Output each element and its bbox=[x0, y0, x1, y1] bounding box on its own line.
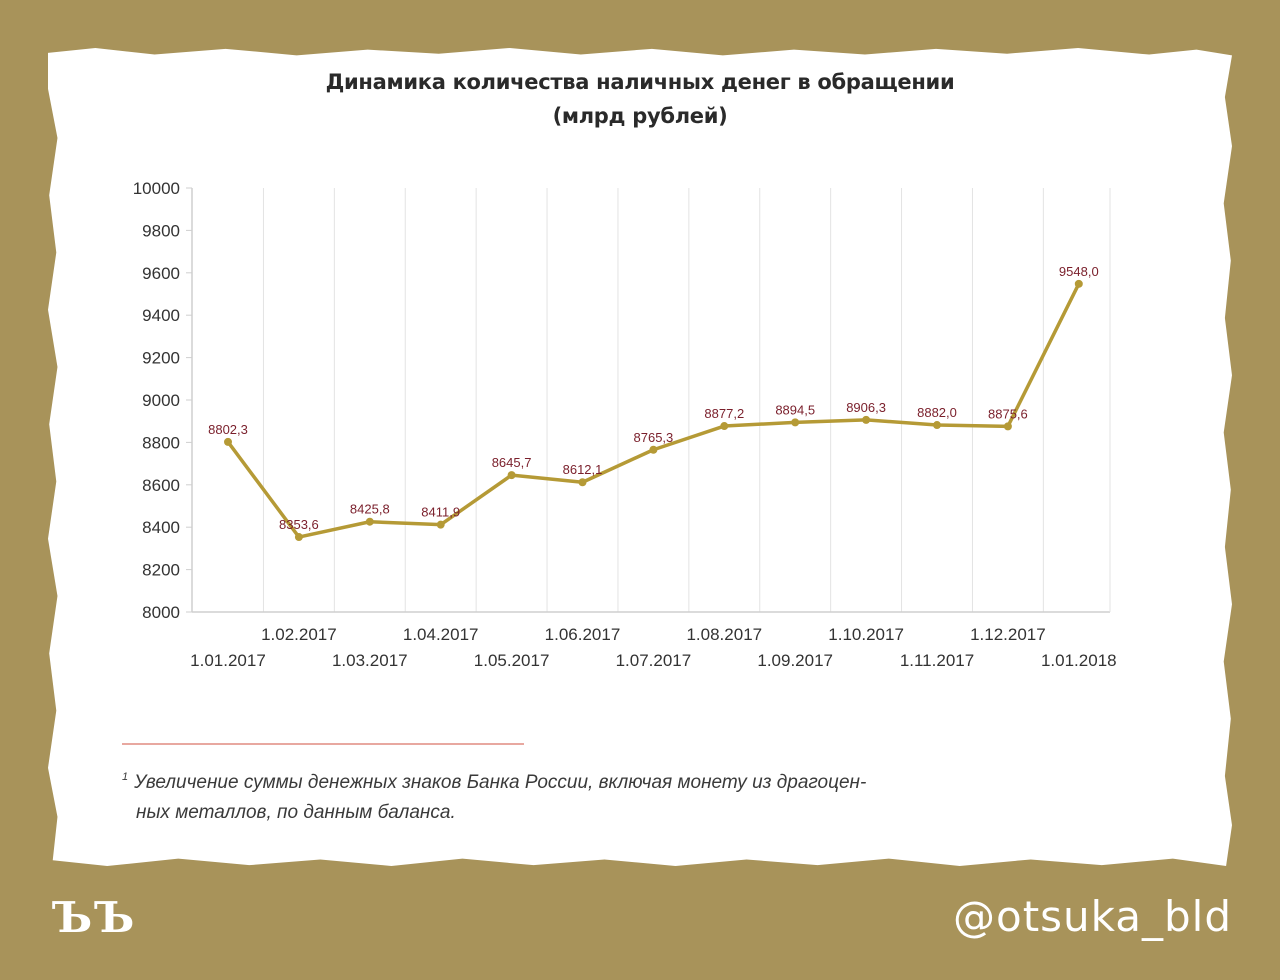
y-tick-label: 9200 bbox=[142, 349, 180, 368]
x-tick-label: 1.11.2017 bbox=[900, 651, 974, 670]
y-tick-label: 9400 bbox=[142, 306, 180, 325]
y-tick-label: 8800 bbox=[142, 433, 180, 452]
line-chart: 8000 8200 8400 8600 8800 9000 9200 9400 9600 9800… bbox=[133, 179, 1117, 670]
data-label: 8645,7 bbox=[492, 455, 532, 470]
x-tick-label: 1.01.2017 bbox=[190, 651, 266, 670]
chart-title: Динамика количества наличных денег в обр… bbox=[325, 70, 955, 94]
footnote-rule bbox=[122, 743, 524, 745]
data-label: 8612,1 bbox=[563, 462, 603, 477]
y-tick-label: 9600 bbox=[142, 264, 180, 283]
data-point bbox=[365, 517, 374, 526]
data-point bbox=[578, 478, 587, 487]
data-label: 8875,6 bbox=[988, 406, 1028, 421]
data-point bbox=[294, 533, 303, 542]
y-tick-label: 10000 bbox=[133, 179, 180, 198]
x-tick-label: 1.10.2017 bbox=[828, 625, 904, 644]
data-label: 8802,3 bbox=[208, 422, 248, 437]
footnote-line-1: Увеличение суммы денежных знаков Банка Р… bbox=[134, 772, 867, 793]
data-point bbox=[862, 415, 871, 424]
x-tick-label: 1.03.2017 bbox=[332, 651, 408, 670]
data-label: 8882,0 bbox=[917, 405, 957, 420]
data-labels: 8802,3 8353,6 8425,8 8411,9 8645,7 8612,1 8765… bbox=[208, 264, 1099, 532]
x-tick-label: 1.07.2017 bbox=[616, 651, 692, 670]
chart-grid bbox=[262, 188, 1044, 612]
y-axis-ticks: 8000 8200 8400 8600 8800 9000 9200 9400 9600 9800… bbox=[133, 179, 192, 622]
footnote-line-2: ных металлов, по данным баланса. bbox=[136, 802, 456, 823]
data-point bbox=[1003, 422, 1012, 431]
data-label: 9548,0 bbox=[1059, 264, 1099, 279]
y-tick-label: 8400 bbox=[142, 518, 180, 537]
x-tick-label: 1.01.2018 bbox=[1041, 651, 1117, 670]
y-tick-label: 9800 bbox=[142, 221, 180, 240]
y-tick-label: 8000 bbox=[142, 603, 180, 622]
y-tick-label: 9000 bbox=[142, 391, 180, 410]
data-label: 8765,3 bbox=[634, 430, 674, 445]
y-tick-label: 8200 bbox=[142, 561, 180, 580]
x-tick-label: 1.12.2017 bbox=[970, 625, 1046, 644]
chart-series bbox=[224, 279, 1083, 542]
data-label: 8877,2 bbox=[704, 406, 744, 421]
data-label: 8353,6 bbox=[279, 517, 319, 532]
x-tick-label: 1.08.2017 bbox=[686, 625, 762, 644]
x-tick-label: 1.09.2017 bbox=[757, 651, 833, 670]
data-point bbox=[224, 437, 232, 446]
data-point bbox=[1074, 279, 1083, 288]
data-label: 8425,8 bbox=[350, 502, 390, 517]
data-point bbox=[649, 445, 658, 454]
footnote: 1 Увеличение суммы денежных знаков Банка … bbox=[122, 762, 1132, 828]
x-tick-label: 1.06.2017 bbox=[545, 625, 621, 644]
x-tick-label: 1.05.2017 bbox=[474, 651, 550, 670]
x-tick-label: 1.04.2017 bbox=[403, 625, 479, 644]
data-label: 8906,3 bbox=[846, 400, 886, 415]
chart-subtitle: (млрд рублей) bbox=[552, 104, 728, 128]
data-point bbox=[507, 471, 516, 480]
footnote-marker: 1 bbox=[122, 771, 129, 783]
data-label: 8411,9 bbox=[421, 505, 460, 520]
x-tick-label: 1.02.2017 bbox=[261, 625, 337, 644]
data-point bbox=[791, 418, 800, 427]
data-point bbox=[933, 421, 941, 430]
data-point bbox=[436, 520, 445, 529]
data-point bbox=[720, 422, 729, 431]
x-axis-ticks: 1.01.2017 1.02.2017 1.03.2017 1.04.2017 1.05… bbox=[190, 625, 1116, 670]
author-handle: @otsuka_bld bbox=[953, 892, 1232, 941]
y-tick-label: 8600 bbox=[142, 476, 180, 495]
data-label: 8894,5 bbox=[775, 402, 815, 417]
brand-logo: ЪЪ bbox=[52, 893, 137, 942]
